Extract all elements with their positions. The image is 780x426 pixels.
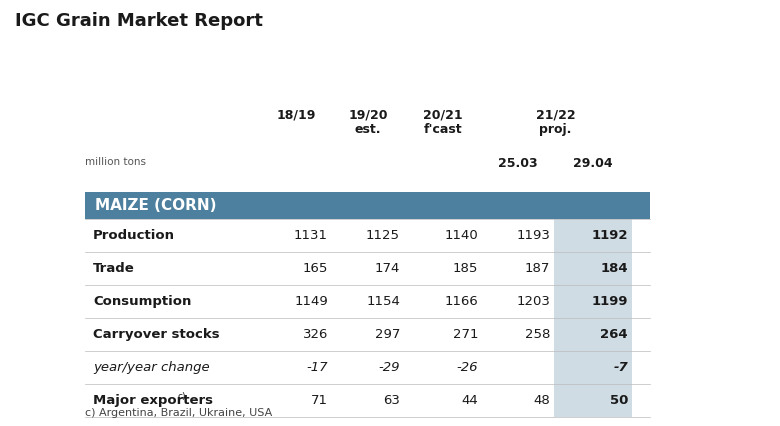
Text: 165: 165 bbox=[303, 262, 328, 275]
Text: 1140: 1140 bbox=[445, 229, 478, 242]
Text: -17: -17 bbox=[307, 361, 328, 374]
Text: 25.03: 25.03 bbox=[498, 157, 538, 170]
Text: Major exporters: Major exporters bbox=[93, 394, 213, 407]
Text: 184: 184 bbox=[601, 262, 628, 275]
Text: 21/22: 21/22 bbox=[536, 108, 576, 121]
Text: -26: -26 bbox=[456, 361, 478, 374]
Text: 1192: 1192 bbox=[591, 229, 628, 242]
Text: Consumption: Consumption bbox=[93, 295, 191, 308]
Text: f'cast: f'cast bbox=[424, 123, 463, 136]
Text: est.: est. bbox=[355, 123, 381, 136]
Text: year/year change: year/year change bbox=[93, 361, 210, 374]
Bar bbox=[85, 192, 650, 219]
Text: c) Argentina, Brazil, Ukraine, USA: c) Argentina, Brazil, Ukraine, USA bbox=[85, 408, 272, 418]
Text: -29: -29 bbox=[378, 361, 400, 374]
Text: million tons: million tons bbox=[85, 157, 146, 167]
Text: 185: 185 bbox=[452, 262, 478, 275]
Text: 187: 187 bbox=[525, 262, 550, 275]
Text: MAIZE (CORN): MAIZE (CORN) bbox=[95, 198, 217, 213]
Text: 326: 326 bbox=[303, 328, 328, 341]
Bar bbox=[554, 219, 632, 417]
Text: 1131: 1131 bbox=[294, 229, 328, 242]
Text: 1166: 1166 bbox=[445, 295, 478, 308]
Text: 19/20: 19/20 bbox=[348, 108, 388, 121]
Text: 1125: 1125 bbox=[366, 229, 400, 242]
Text: c): c) bbox=[177, 392, 186, 401]
Text: 297: 297 bbox=[374, 328, 400, 341]
Text: 48: 48 bbox=[534, 394, 550, 407]
Text: 264: 264 bbox=[601, 328, 628, 341]
Text: 71: 71 bbox=[311, 394, 328, 407]
Text: 174: 174 bbox=[374, 262, 400, 275]
Text: -7: -7 bbox=[613, 361, 628, 374]
Text: 63: 63 bbox=[383, 394, 400, 407]
Text: 20/21: 20/21 bbox=[424, 108, 463, 121]
Text: 29.04: 29.04 bbox=[573, 157, 613, 170]
Text: proj.: proj. bbox=[539, 123, 572, 136]
Text: 1199: 1199 bbox=[591, 295, 628, 308]
Text: 1154: 1154 bbox=[366, 295, 400, 308]
Text: 18/19: 18/19 bbox=[276, 108, 316, 121]
Text: Production: Production bbox=[93, 229, 175, 242]
Text: 258: 258 bbox=[525, 328, 550, 341]
Text: Trade: Trade bbox=[93, 262, 135, 275]
Text: 1149: 1149 bbox=[294, 295, 328, 308]
Text: 1193: 1193 bbox=[516, 229, 550, 242]
Text: 44: 44 bbox=[461, 394, 478, 407]
Text: Carryover stocks: Carryover stocks bbox=[93, 328, 220, 341]
Text: 271: 271 bbox=[452, 328, 478, 341]
Text: 1203: 1203 bbox=[516, 295, 550, 308]
Text: IGC Grain Market Report: IGC Grain Market Report bbox=[15, 12, 263, 30]
Text: 50: 50 bbox=[610, 394, 628, 407]
